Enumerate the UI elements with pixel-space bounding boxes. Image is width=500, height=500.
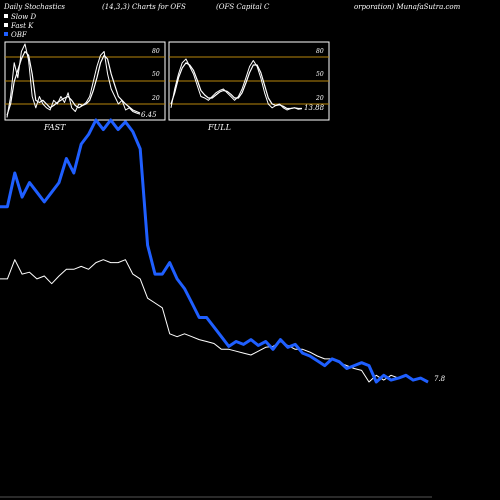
legend-label-fast-k: Fast K	[10, 22, 34, 30]
legend-swatch-slow-d	[4, 14, 8, 18]
full-tick-50: 50	[316, 71, 324, 78]
fast-panel-label: FAST	[43, 123, 66, 132]
full-panel-label: FULL	[207, 123, 231, 132]
main-last-value: 7.8	[434, 375, 446, 383]
obf-price-line	[0, 118, 429, 384]
full-tick-20: 20	[315, 95, 324, 102]
fast-series-2-line	[6, 50, 141, 116]
fast-stochastic-panel: 80 50 20 6.45	[4, 41, 166, 121]
company-name-right: orporation) MunafaSutra.com	[354, 3, 461, 11]
fast-tick-50: 50	[152, 71, 160, 78]
main-price-lines	[0, 118, 429, 384]
full-series-2-line	[170, 62, 302, 110]
chart-params: (14,3,3) Charts for OFS	[102, 3, 186, 11]
legend-swatch-fast-k	[4, 23, 8, 27]
fast-series-1-line	[6, 43, 141, 118]
full-last-value: 13.88	[304, 104, 325, 112]
legend: Slow D Fast K OBF	[4, 13, 36, 39]
company-name-left: (OFS Capital C	[216, 3, 270, 11]
legend-label-slow-d: Slow D	[11, 13, 36, 21]
fast-last-value: 6.45	[141, 111, 157, 119]
fast-tick-20: 20	[151, 95, 160, 102]
legend-swatch-obf	[4, 32, 8, 36]
full-tick-80: 80	[316, 48, 324, 55]
chart-title: Daily Stochastics	[3, 3, 65, 11]
full-stochastic-panel: 80 50 20 13.88	[168, 41, 330, 121]
comparison-line	[0, 259, 429, 383]
fast-tick-80: 80	[152, 48, 160, 55]
legend-label-obf: OBF	[11, 31, 28, 39]
